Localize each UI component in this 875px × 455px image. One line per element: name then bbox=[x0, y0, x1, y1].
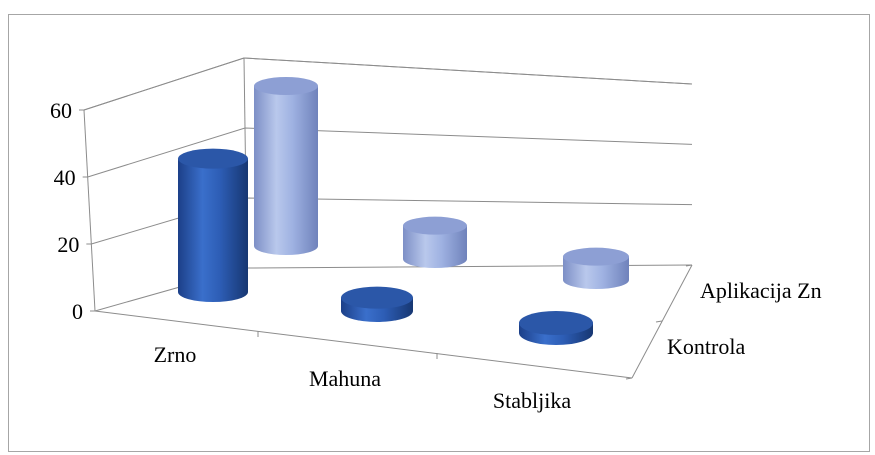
category-label: Mahuna bbox=[309, 366, 381, 391]
z-tick-mark bbox=[685, 264, 693, 267]
bar-top bbox=[519, 311, 593, 335]
bar-body bbox=[403, 225, 467, 268]
chart-walls bbox=[83, 57, 693, 379]
gridline bbox=[83, 57, 693, 111]
bar-top bbox=[178, 148, 248, 169]
bar-body bbox=[178, 158, 248, 302]
series-axis-label: Aplikacija Zn bbox=[700, 278, 822, 303]
bar-body bbox=[563, 256, 629, 289]
y-tick-label: 40 bbox=[54, 165, 76, 190]
bar-top bbox=[254, 77, 318, 95]
category-label: Zrno bbox=[154, 342, 197, 367]
bars bbox=[178, 77, 629, 345]
bar-aplikacija-1 bbox=[254, 77, 318, 255]
bar-kontrola-2 bbox=[341, 286, 413, 322]
bar-top bbox=[403, 216, 467, 235]
left-wall-front-edge bbox=[83, 109, 96, 312]
z-tick-mark bbox=[625, 377, 633, 380]
bar-kontrola-3 bbox=[519, 311, 593, 345]
y-tick-label: 60 bbox=[50, 98, 72, 123]
y-tick-label: 20 bbox=[57, 232, 79, 257]
gridline bbox=[87, 127, 693, 178]
bar-body bbox=[254, 86, 318, 255]
axis-ticks bbox=[79, 109, 693, 380]
bar-aplikacija-2 bbox=[403, 216, 467, 268]
bar-kontrola-1 bbox=[178, 148, 248, 302]
floor-front-edge bbox=[94, 310, 633, 379]
series-axis-label: Kontrola bbox=[667, 334, 745, 359]
y-tick-label: 0 bbox=[72, 299, 83, 324]
category-label: Stabljika bbox=[493, 388, 571, 413]
bar-top bbox=[341, 286, 413, 309]
gridlines bbox=[83, 57, 693, 245]
z-tick-mark bbox=[655, 320, 663, 323]
axis-labels: 0 20 40 60 Zrno Mahuna Stabljika Kontrola Aplika… bbox=[50, 98, 822, 413]
bar-top bbox=[563, 247, 629, 266]
bar-aplikacija-3 bbox=[563, 247, 629, 289]
